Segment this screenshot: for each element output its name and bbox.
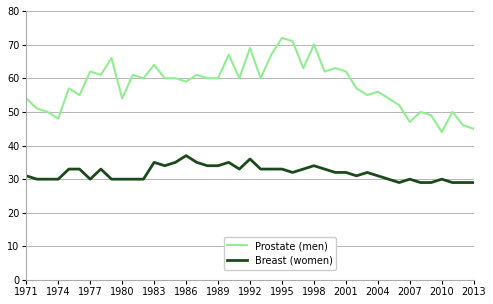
Prostate (men) — [460, 123, 466, 127]
Breast (women) — [300, 167, 306, 171]
Legend: Prostate (men), Breast (women): Prostate (men), Breast (women) — [223, 237, 336, 270]
Prostate (men) — [162, 76, 168, 80]
Prostate (men) — [173, 76, 178, 80]
Prostate (men) — [34, 107, 40, 110]
Breast (women) — [418, 181, 423, 184]
Breast (women) — [130, 177, 136, 181]
Breast (women) — [76, 167, 82, 171]
Prostate (men) — [396, 103, 402, 107]
Breast (women) — [396, 181, 402, 184]
Breast (women) — [353, 174, 359, 178]
Breast (women) — [119, 177, 125, 181]
Breast (women) — [428, 181, 434, 184]
Breast (women) — [98, 167, 104, 171]
Breast (women) — [439, 177, 445, 181]
Prostate (men) — [321, 70, 327, 73]
Prostate (men) — [226, 53, 232, 57]
Prostate (men) — [353, 87, 359, 90]
Breast (women) — [279, 167, 285, 171]
Breast (women) — [87, 177, 93, 181]
Prostate (men) — [215, 76, 221, 80]
Prostate (men) — [311, 43, 317, 47]
Breast (women) — [226, 161, 232, 164]
Breast (women) — [141, 177, 146, 181]
Breast (women) — [205, 164, 211, 168]
Breast (women) — [23, 174, 29, 178]
Prostate (men) — [279, 36, 285, 40]
Breast (women) — [258, 167, 264, 171]
Breast (women) — [332, 171, 338, 174]
Prostate (men) — [407, 120, 413, 124]
Prostate (men) — [364, 93, 370, 97]
Breast (women) — [44, 177, 50, 181]
Prostate (men) — [205, 76, 211, 80]
Prostate (men) — [44, 110, 50, 114]
Breast (women) — [471, 181, 477, 184]
Prostate (men) — [119, 97, 125, 100]
Prostate (men) — [471, 127, 477, 130]
Prostate (men) — [183, 80, 189, 83]
Prostate (men) — [66, 87, 72, 90]
Prostate (men) — [23, 97, 29, 100]
Breast (women) — [194, 161, 200, 164]
Breast (women) — [386, 177, 391, 181]
Prostate (men) — [236, 76, 242, 80]
Prostate (men) — [375, 90, 381, 94]
Prostate (men) — [194, 73, 200, 77]
Breast (women) — [55, 177, 61, 181]
Prostate (men) — [290, 40, 296, 43]
Breast (women) — [364, 171, 370, 174]
Breast (women) — [268, 167, 274, 171]
Prostate (men) — [130, 73, 136, 77]
Prostate (men) — [418, 110, 423, 114]
Breast (women) — [215, 164, 221, 168]
Breast (women) — [343, 171, 349, 174]
Breast (women) — [151, 161, 157, 164]
Breast (women) — [162, 164, 168, 168]
Breast (women) — [290, 171, 296, 174]
Breast (women) — [66, 167, 72, 171]
Breast (women) — [34, 177, 40, 181]
Breast (women) — [173, 161, 178, 164]
Prostate (men) — [386, 97, 391, 100]
Prostate (men) — [87, 70, 93, 73]
Prostate (men) — [141, 76, 146, 80]
Prostate (men) — [98, 73, 104, 77]
Prostate (men) — [428, 113, 434, 117]
Line: Prostate (men): Prostate (men) — [26, 38, 474, 132]
Breast (women) — [311, 164, 317, 168]
Prostate (men) — [108, 56, 114, 60]
Breast (women) — [450, 181, 456, 184]
Prostate (men) — [343, 70, 349, 73]
Breast (women) — [247, 157, 253, 161]
Breast (women) — [108, 177, 114, 181]
Prostate (men) — [268, 53, 274, 57]
Prostate (men) — [332, 66, 338, 70]
Prostate (men) — [247, 46, 253, 50]
Breast (women) — [236, 167, 242, 171]
Prostate (men) — [76, 93, 82, 97]
Prostate (men) — [55, 117, 61, 120]
Line: Breast (women): Breast (women) — [26, 156, 474, 182]
Prostate (men) — [450, 110, 456, 114]
Prostate (men) — [439, 130, 445, 134]
Breast (women) — [460, 181, 466, 184]
Breast (women) — [183, 154, 189, 157]
Prostate (men) — [300, 66, 306, 70]
Breast (women) — [407, 177, 413, 181]
Prostate (men) — [151, 63, 157, 67]
Prostate (men) — [258, 76, 264, 80]
Breast (women) — [321, 167, 327, 171]
Breast (women) — [375, 174, 381, 178]
